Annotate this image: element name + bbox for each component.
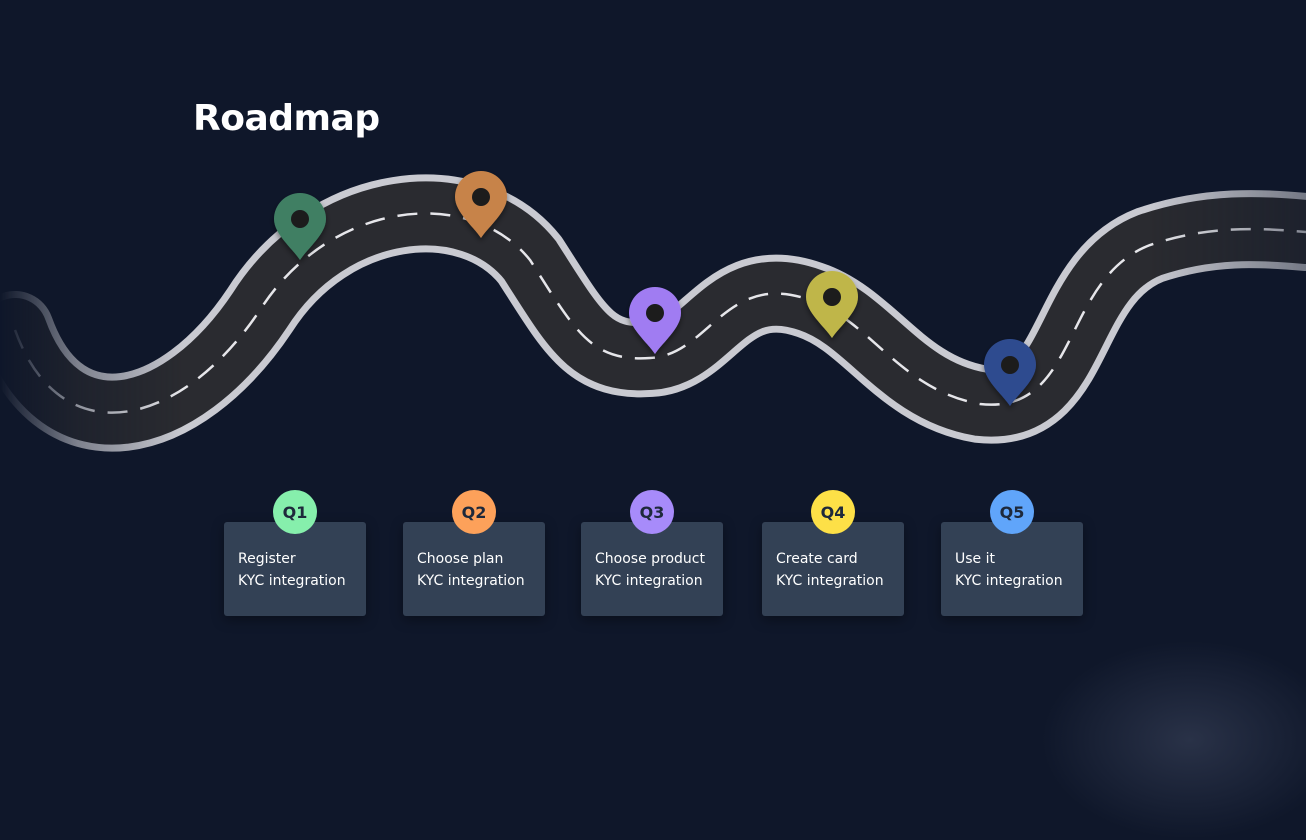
map-pin-icon — [984, 339, 1036, 406]
page-title: Roadmap — [193, 98, 380, 139]
map-pin-icon — [455, 171, 507, 238]
quarter-detail: KYC integration — [955, 573, 1063, 589]
quarter-card: Register KYC integration — [224, 522, 366, 616]
quarter-item-q2: Choose plan KYC integration Q2 — [403, 490, 545, 616]
quarter-step: Choose plan — [417, 551, 504, 567]
quarter-badge: Q5 — [990, 490, 1034, 534]
quarter-badge: Q3 — [630, 490, 674, 534]
quarter-step: Choose product — [595, 551, 705, 567]
quarter-card: Create card KYC integration — [762, 522, 904, 616]
quarter-step: Register — [238, 551, 296, 567]
quarter-detail: KYC integration — [417, 573, 525, 589]
map-pin-icon — [806, 271, 858, 338]
quarter-item-q3: Choose product KYC integration Q3 — [581, 490, 723, 616]
road-illustration — [0, 171, 1306, 452]
quarter-card: Choose product KYC integration — [581, 522, 723, 616]
quarter-badge: Q2 — [452, 490, 496, 534]
quarter-badge: Q1 — [273, 490, 317, 534]
quarter-item-q5: Use it KYC integration Q5 — [941, 490, 1083, 616]
quarter-badge: Q4 — [811, 490, 855, 534]
map-pin-icon — [274, 193, 326, 260]
quarter-detail: KYC integration — [776, 573, 884, 589]
road-center-line — [13, 212, 1306, 414]
quarter-item-q4: Create card KYC integration Q4 — [762, 490, 904, 616]
quarter-item-q1: Register KYC integration Q1 — [224, 490, 366, 616]
quarter-detail: KYC integration — [238, 573, 346, 589]
quarter-step: Use it — [955, 551, 995, 567]
quarter-step: Create card — [776, 551, 858, 567]
map-pin-icon — [629, 287, 681, 354]
quarter-detail: KYC integration — [595, 573, 703, 589]
quarter-card: Choose plan KYC integration — [403, 522, 545, 616]
quarter-card: Use it KYC integration — [941, 522, 1083, 616]
